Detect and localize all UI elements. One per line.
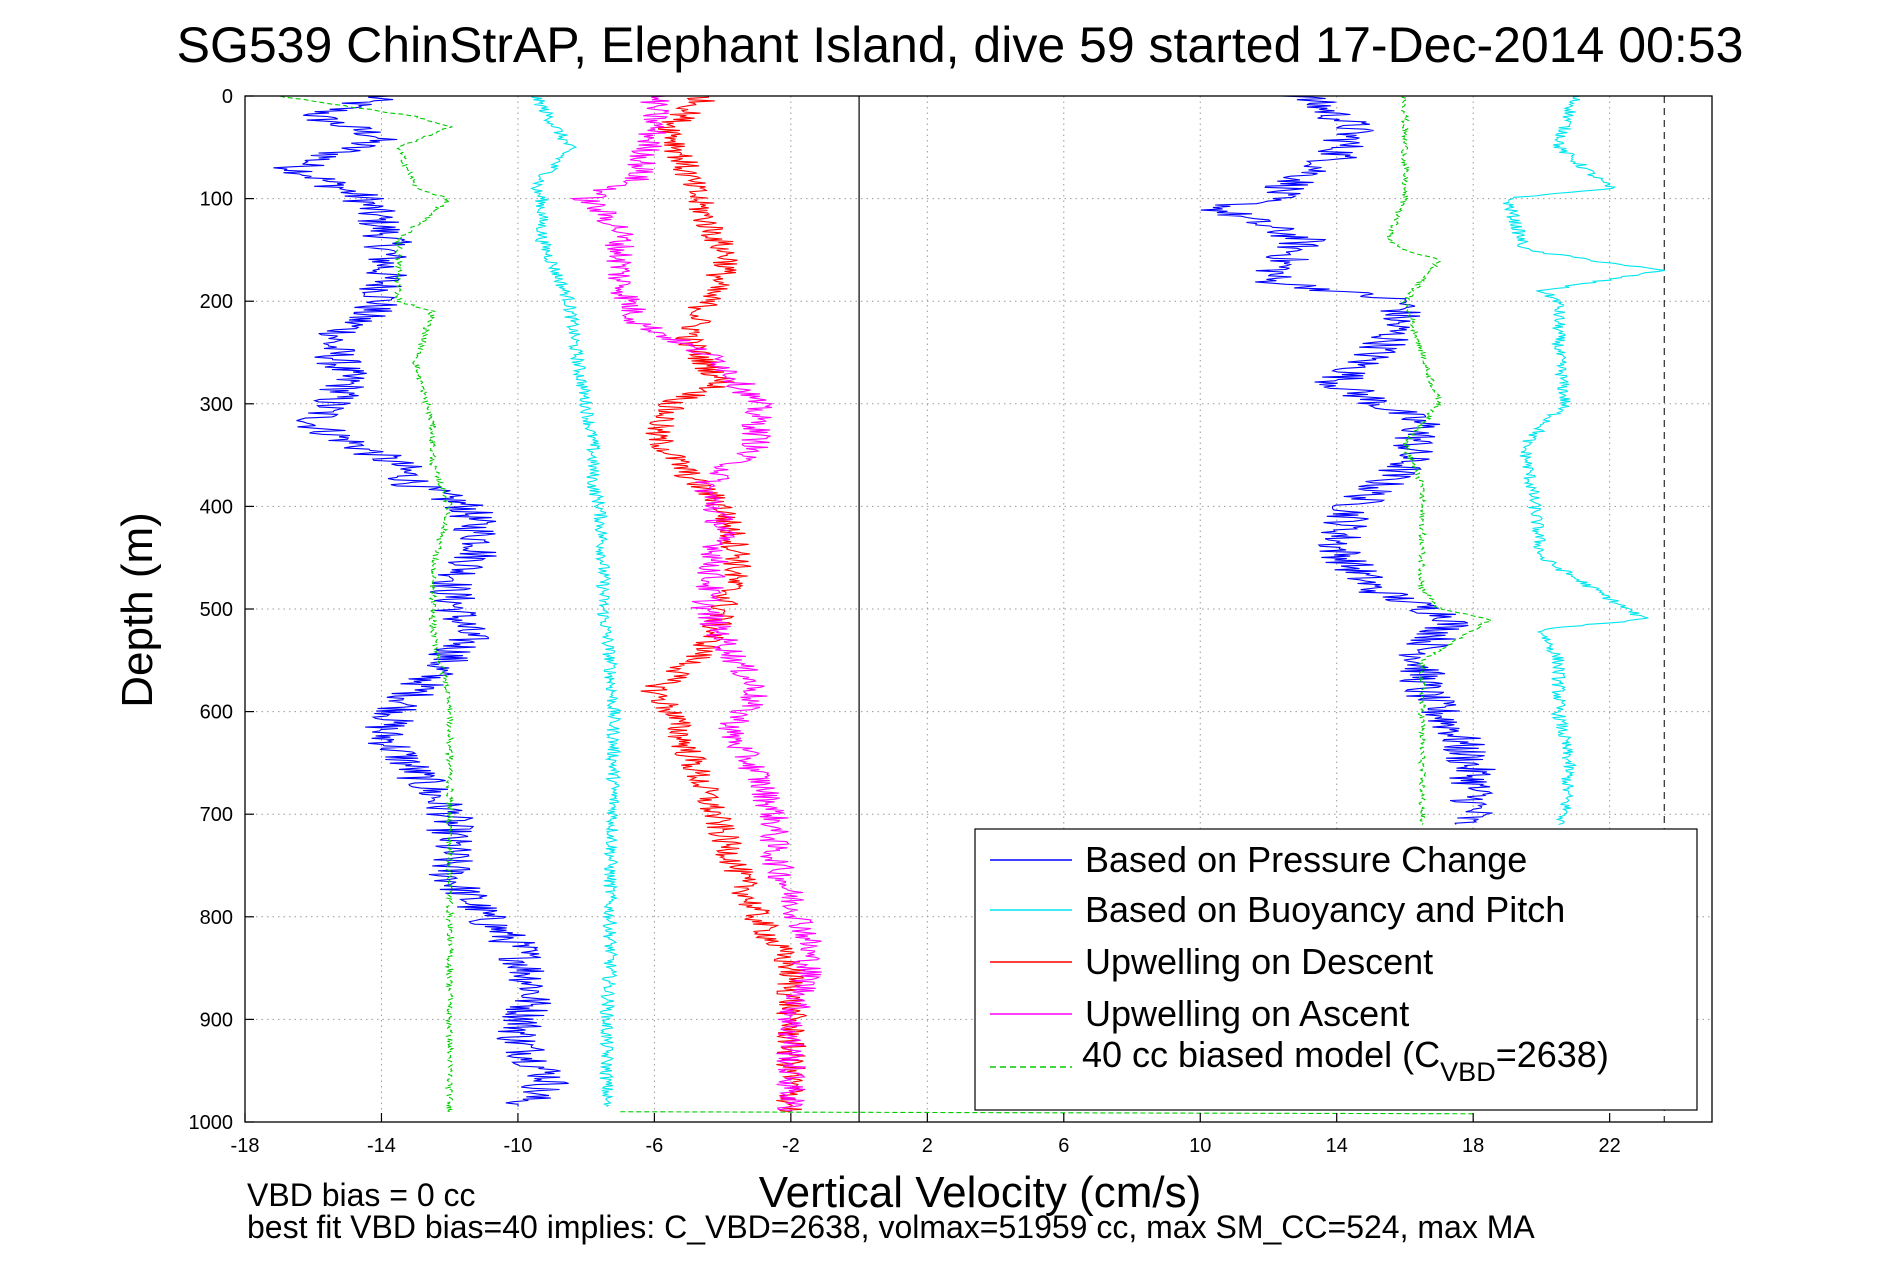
series-line-3-0 xyxy=(570,95,822,1113)
x-tick-label: 6 xyxy=(1058,1135,1069,1157)
y-tick-label: 700 xyxy=(200,804,233,826)
x-tick-label: 22 xyxy=(1599,1135,1621,1157)
y-tick-label: 900 xyxy=(200,1009,233,1031)
x-axis-label: Vertical Velocity (cm/s) xyxy=(759,1168,1202,1217)
legend-label-model: 40 cc biased model (CVBD=2638) xyxy=(1082,1034,1609,1087)
y-ticks: 0 100 200 300 400 500 600 700 800 900 1000 xyxy=(189,86,254,1134)
series-layer xyxy=(245,95,1678,1115)
y-tick-label: 100 xyxy=(200,189,233,211)
x-tick-label: 14 xyxy=(1326,1135,1348,1157)
y-tick-label: 300 xyxy=(200,394,233,416)
bottom-trace xyxy=(620,1111,1474,1115)
vbd-bias-note: VBD bias = 0 cc xyxy=(247,1177,476,1213)
series-line-0-0 xyxy=(273,95,569,1107)
legend-label-model-suffix: =2638) xyxy=(1496,1034,1609,1075)
chart-title: SG539 ChinStrAP, Elephant Island, dive 5… xyxy=(177,17,1744,73)
series-line-1-0 xyxy=(530,95,622,1108)
y-tick-label: 1000 xyxy=(189,1112,234,1134)
x-tick-label: 18 xyxy=(1462,1135,1484,1157)
series-line-0-1 xyxy=(1200,95,1496,825)
legend-label-ascent: Upwelling on Ascent xyxy=(1085,993,1409,1034)
x-tick-label: -14 xyxy=(367,1135,396,1157)
y-tick-label: 0 xyxy=(222,86,233,108)
x-tick-label: 10 xyxy=(1189,1135,1211,1157)
series-line-4-0 xyxy=(279,95,455,1113)
legend-label-pressure: Based on Pressure Change xyxy=(1085,839,1527,880)
legend-label-buoyancy: Based on Buoyancy and Pitch xyxy=(1085,889,1565,930)
legend-label-model-sub: VBD xyxy=(1440,1057,1496,1087)
x-tick-label: 2 xyxy=(922,1135,933,1157)
legend-box xyxy=(974,828,1698,1111)
y-tick-label: 200 xyxy=(200,291,233,313)
x-ticks: -18 -14 -10 -6 -2 2 6 10 14 18 22 xyxy=(231,1113,1621,1157)
series-line-2-0 xyxy=(640,95,808,1113)
series-line-1-1 xyxy=(1503,95,1665,826)
y-axis-label: Depth (m) xyxy=(113,512,162,708)
x-tick-label: -18 xyxy=(231,1135,260,1157)
y-tick-label: 600 xyxy=(200,702,233,724)
best-fit-note: best fit VBD bias=40 implies: C_VBD=2638… xyxy=(247,1209,1535,1245)
x-tick-label: -6 xyxy=(645,1135,663,1157)
legend-label-descent: Upwelling on Descent xyxy=(1085,941,1433,982)
y-tick-label: 800 xyxy=(200,907,233,929)
y-tick-label: 500 xyxy=(200,599,233,621)
x-tick-label: -10 xyxy=(503,1135,532,1157)
legend-label-model-main: 40 cc biased model (C xyxy=(1082,1034,1440,1075)
y-tick-label: 400 xyxy=(200,496,233,518)
legend: Based on Pressure Change Based on Buoyan… xyxy=(974,828,1698,1111)
x-tick-label: -2 xyxy=(782,1135,800,1157)
